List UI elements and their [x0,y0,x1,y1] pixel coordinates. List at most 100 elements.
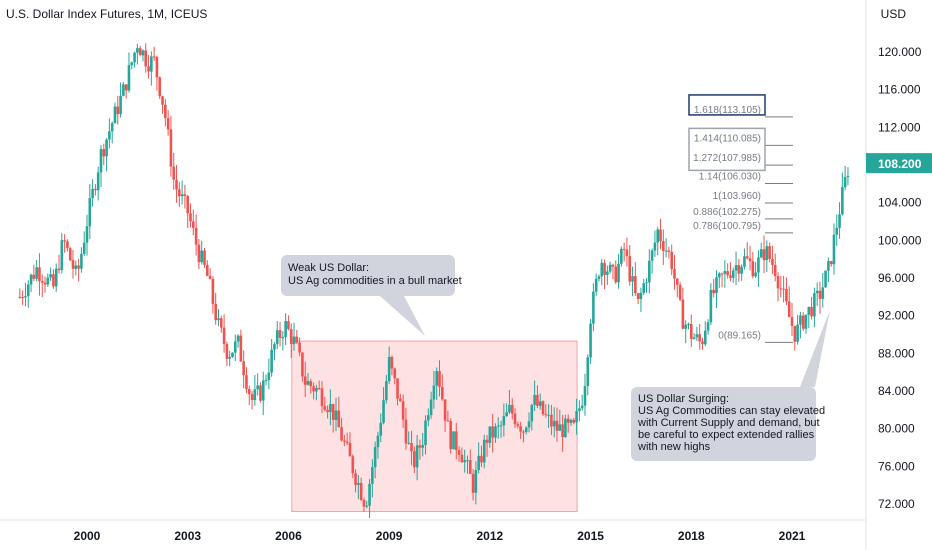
callout-box-weak [281,255,455,296]
candle-body [480,455,483,463]
candle-body [99,149,103,173]
candle-body [127,65,131,91]
fib-level-label: 1.272(107.985) [693,153,761,164]
candle-body [407,442,411,444]
fib-level-label: 1(103.960) [713,191,761,202]
candle-body [396,378,399,399]
candle-body [807,306,811,315]
candle-body [155,56,159,78]
candle-body [315,387,318,392]
candle-body [57,268,61,270]
candle-body [611,264,615,267]
candle-body [678,284,682,300]
candle-body [673,269,676,279]
candle-body [371,467,374,484]
callout-text-surging: with Current Supply and demand, but [637,417,820,429]
candle-body [278,330,282,338]
candle-body [214,303,217,321]
candle-body [435,371,439,386]
candle-body [715,277,718,294]
candle-body [390,356,394,369]
candle-body [192,221,195,228]
candle-body [622,248,626,250]
candle-body [183,194,187,197]
candle-body [575,411,578,423]
candle-body [631,276,634,282]
candle-body [415,445,419,468]
candle-body [810,306,813,317]
candle-body [267,372,271,380]
candle-body [343,440,346,442]
callout-text-surging: US Dollar Surging: [638,393,729,405]
callout-text-surging: be careful to expect extended rallies [638,429,815,441]
candle-body [589,323,592,358]
candle-body [785,288,788,302]
candle-body [225,344,229,359]
candle-body [620,248,623,264]
candle-body [365,505,369,507]
candle-body [745,256,749,259]
candle-body [614,266,618,283]
candle-body [429,399,433,416]
x-tick-label: 2021 [779,529,806,543]
candle-body [628,256,632,282]
candle-body [799,315,802,325]
candle-body [289,329,293,345]
candle-body [813,293,816,317]
y-tick-label: 76.000 [878,459,915,473]
candle-body [527,421,531,428]
candle-body [418,445,422,448]
candle-body [275,330,279,345]
candle-body [743,256,746,267]
candle-body [754,272,757,277]
candle-body [491,426,494,438]
candle-body [49,274,52,278]
candle-body [804,314,808,329]
candle-body [194,227,198,245]
candle-body [541,401,545,415]
candle-body [158,77,162,97]
candle-body [737,265,741,274]
candle-body [256,385,259,390]
candle-body [222,327,226,345]
candle-body [357,482,360,485]
candle-body [485,439,489,443]
candle-body [303,376,307,385]
y-tick-label: 88.000 [878,346,915,360]
candle-body [116,106,120,115]
candle-body [124,84,128,91]
candle-body [228,356,231,359]
candle-body [583,386,587,406]
candle-body [625,249,629,257]
candle-body [331,403,335,420]
candle-body [295,336,299,343]
candle-body [639,292,643,300]
candle-body [695,334,699,338]
x-tick-label: 2012 [477,529,504,543]
candle-body [94,188,97,191]
candle-body [136,48,139,53]
callout-pointer-weak [380,296,425,336]
candle-body [698,334,701,342]
y-tick-label: 112.000 [878,120,921,134]
candle-body [298,342,301,353]
candle-body [105,139,108,157]
candle-body [449,421,452,450]
candle-body [164,104,167,119]
candle-body [793,325,797,342]
candle-body [463,460,466,463]
candle-body [401,401,405,420]
candle-body [821,287,825,299]
candle-body [608,264,612,272]
candle-body [21,297,24,299]
candle-body [538,401,542,406]
candle-body [594,278,598,292]
candle-body [782,288,785,290]
candle-body [477,455,480,471]
candle-body [653,242,657,251]
candle-body [502,416,506,426]
candle-body [536,394,539,406]
candle-body [287,321,290,330]
